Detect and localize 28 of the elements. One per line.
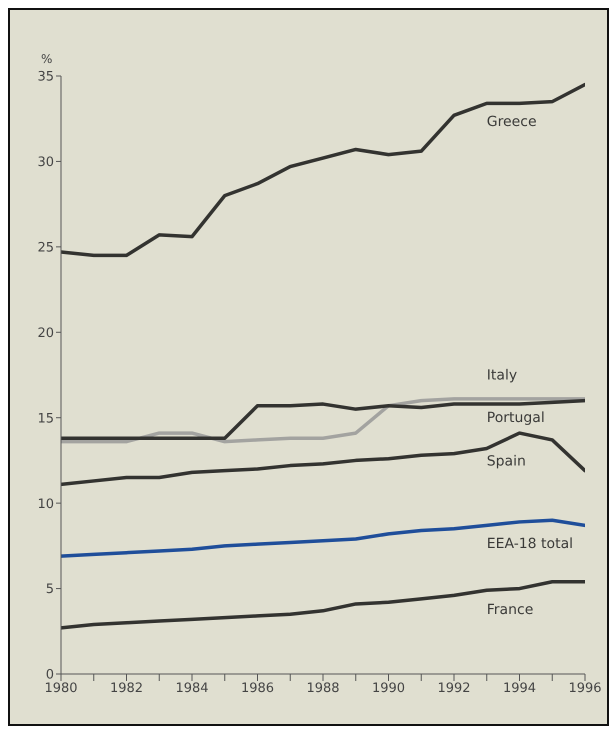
x-tick-label: 1994 xyxy=(502,681,536,696)
series-label: Italy xyxy=(486,368,518,384)
y-tick-label: 5 xyxy=(46,582,54,598)
x-tick-label: 1990 xyxy=(372,681,406,696)
line-series xyxy=(61,518,585,558)
y-tick-label: 10 xyxy=(37,496,54,512)
y-tick-label: 25 xyxy=(37,240,54,256)
y-tick-label: 35 xyxy=(37,70,54,85)
x-tick-label: 1980 xyxy=(44,681,78,696)
series-label: Spain xyxy=(486,453,526,470)
line-series xyxy=(61,82,585,258)
x-tick-label: 1992 xyxy=(437,681,471,696)
x-tick-label: 1986 xyxy=(240,681,274,696)
y-tick-label: 20 xyxy=(37,326,54,341)
x-tick-label: 1984 xyxy=(175,681,209,696)
line-series xyxy=(61,580,585,630)
y-tick-label: 0 xyxy=(46,668,54,683)
series-label: France xyxy=(486,602,534,618)
line-series xyxy=(61,431,585,486)
x-tick-label: 1996 xyxy=(568,681,602,696)
y-tick-label: 15 xyxy=(37,411,54,426)
series-label: Greece xyxy=(486,114,537,130)
x-tick-label: 1988 xyxy=(306,681,340,696)
y-tick-label: 30 xyxy=(37,155,54,170)
series-label: Portugal xyxy=(486,410,545,426)
series-label: EEA-18 total xyxy=(486,536,574,552)
x-tick-label: 1982 xyxy=(110,681,144,696)
y-axis-title: % xyxy=(41,52,52,66)
